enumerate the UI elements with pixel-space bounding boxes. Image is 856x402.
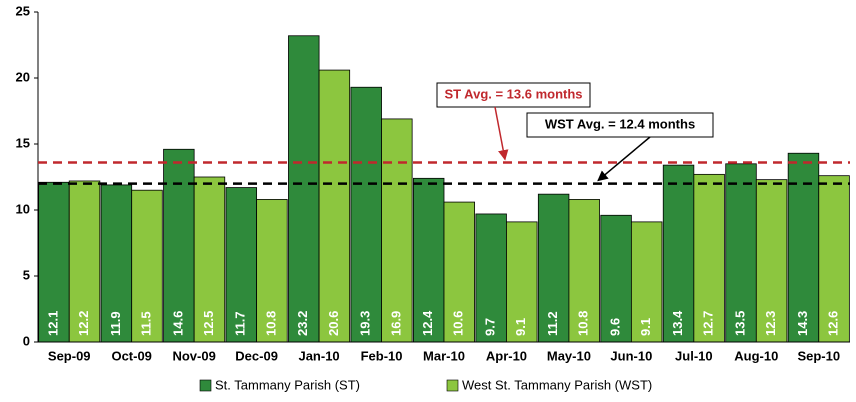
bar <box>193 176 226 343</box>
bar <box>630 221 663 343</box>
value-label: 9.7 <box>483 318 498 336</box>
bar <box>443 201 476 343</box>
value-label: 10.8 <box>263 311 278 336</box>
x-tick-label: Jun-10 <box>610 348 652 363</box>
x-tick-label: May-10 <box>547 348 591 363</box>
bar <box>381 118 413 343</box>
legend-label: West St. Tammany Parish (WST) <box>462 377 652 392</box>
annotation-arrow <box>597 136 651 182</box>
value-label: 12.7 <box>701 311 716 336</box>
x-tick-label: Sep-10 <box>797 348 840 363</box>
annotation-box <box>436 82 591 108</box>
bar <box>163 148 195 343</box>
value-label: 20.6 <box>326 311 341 336</box>
y-tick-label: 20 <box>16 69 30 84</box>
value-label: 12.1 <box>45 311 60 336</box>
value-label: 13.4 <box>670 310 685 336</box>
value-label: 9.1 <box>513 318 528 336</box>
bar <box>537 193 570 343</box>
annotation: WST Avg. = 12.4 months <box>545 116 695 131</box>
x-tick-label: Oct-09 <box>111 348 151 363</box>
y-tick-label: 0 <box>23 333 30 348</box>
value-label: 12.4 <box>420 310 435 336</box>
bar <box>662 164 695 343</box>
bar <box>506 221 538 343</box>
value-label: 11.2 <box>545 311 560 336</box>
x-tick-label: Nov-09 <box>172 348 215 363</box>
value-label: 12.5 <box>201 311 216 336</box>
value-label: 11.7 <box>233 311 248 336</box>
bar <box>568 199 600 343</box>
legend-label: St. Tammany Parish (ST) <box>215 377 360 392</box>
bar <box>256 199 288 343</box>
legend-swatch <box>446 379 459 392</box>
bar <box>225 187 258 343</box>
value-label: 11.9 <box>108 311 123 336</box>
x-tick-label: Apr-10 <box>486 348 527 363</box>
y-tick-label: 10 <box>16 201 30 216</box>
value-label: 9.1 <box>638 318 653 336</box>
value-label: 16.9 <box>388 311 403 336</box>
bar <box>131 189 163 343</box>
value-label: 10.8 <box>576 311 591 336</box>
bar <box>475 213 507 343</box>
value-label: 10.6 <box>451 311 466 336</box>
y-tick-label: 15 <box>16 135 30 150</box>
x-tick-label: Jul-10 <box>675 348 713 363</box>
bar <box>755 179 788 343</box>
x-tick-label: Dec-09 <box>235 348 278 363</box>
y-tick-label: 5 <box>23 267 30 282</box>
x-tick-label: Jan-10 <box>298 348 339 363</box>
value-label: 14.6 <box>170 311 185 336</box>
x-tick-label: Aug-10 <box>734 348 778 363</box>
bar <box>68 180 101 343</box>
value-label: 19.3 <box>358 311 373 336</box>
value-label: 12.6 <box>826 311 841 336</box>
annotation: ST Avg. = 13.6 months <box>444 86 582 101</box>
bar <box>818 175 850 343</box>
legend-swatch <box>199 379 212 392</box>
value-label: 11.5 <box>138 311 153 336</box>
bar <box>288 35 320 343</box>
value-label: 12.3 <box>763 311 778 336</box>
value-label: 12.2 <box>76 311 91 336</box>
value-label: 13.5 <box>732 311 747 336</box>
bar <box>318 69 351 343</box>
value-label: 23.2 <box>295 311 310 336</box>
value-label: 14.3 <box>795 311 810 336</box>
annotation-box <box>526 112 714 138</box>
x-tick-label: Feb-10 <box>361 348 403 363</box>
x-tick-label: Sep-09 <box>48 348 91 363</box>
y-tick-label: 25 <box>16 3 30 18</box>
annotation-arrow <box>494 106 509 161</box>
bar <box>693 173 725 343</box>
value-label: 9.6 <box>608 318 623 336</box>
bar <box>350 86 382 343</box>
x-tick-label: Mar-10 <box>423 348 465 363</box>
